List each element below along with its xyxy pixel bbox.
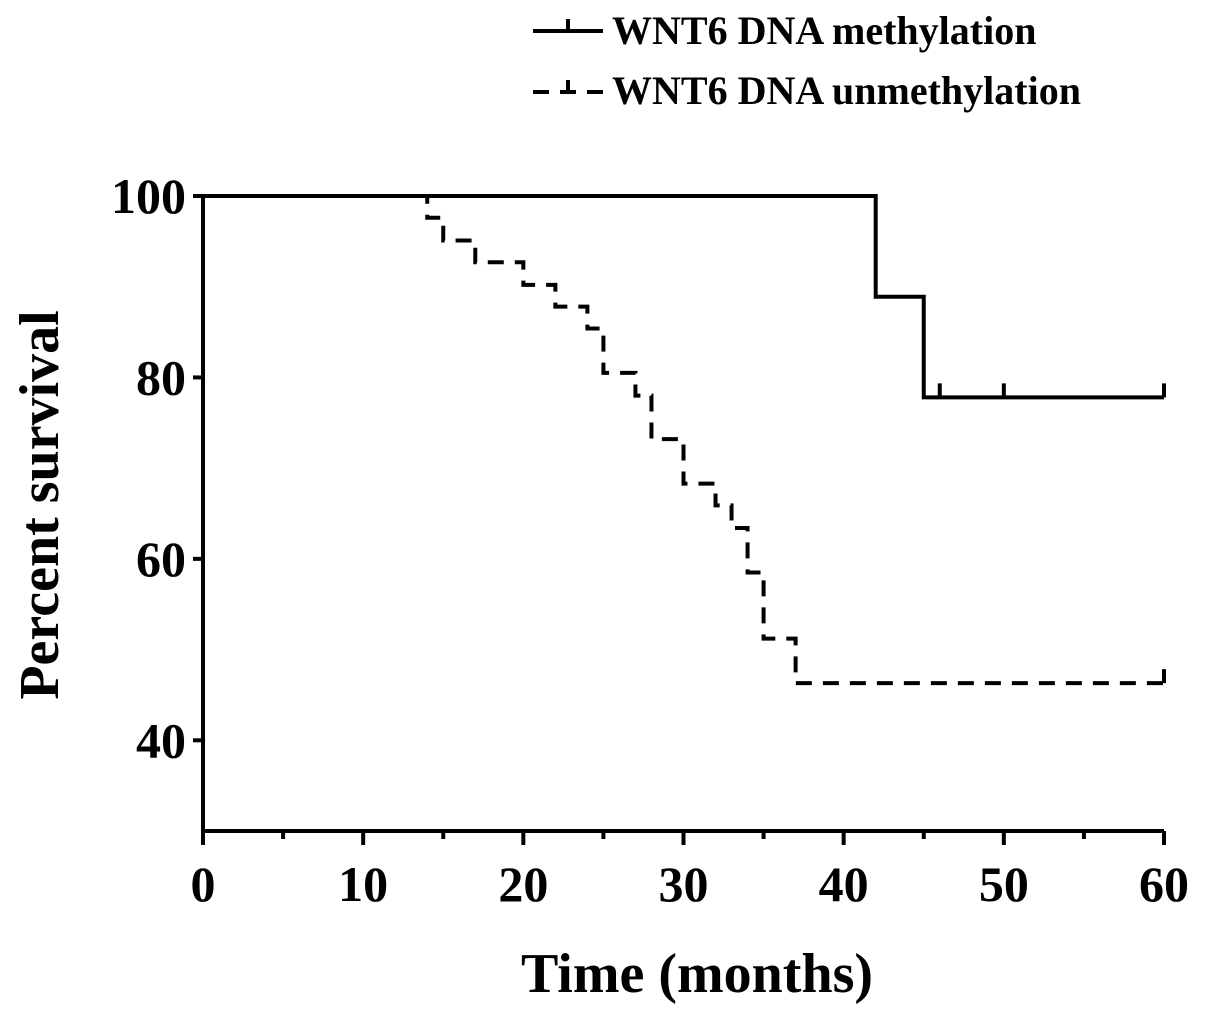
series-layer [203, 194, 1166, 686]
x-tick-label-50: 50 [979, 856, 1029, 912]
legend-entry-unmethylation: WNT6 DNA unmethylation [533, 68, 1081, 113]
series-line-unmethylation [203, 194, 1164, 686]
x-axis-title: Time (months) [521, 943, 873, 1005]
y-axis-title: Percent survival [9, 310, 71, 699]
axes: 40 60 80 100 0 10 20 30 40 50 60 [111, 168, 1189, 912]
y-tick-label-80: 80 [136, 349, 186, 405]
x-tick-label-60: 60 [1139, 856, 1189, 912]
x-tick-label-0: 0 [191, 856, 216, 912]
legend-entry-methylation: WNT6 DNA methylation [533, 8, 1036, 53]
x-tick-label-10: 10 [338, 856, 388, 912]
legend-label-methylation: WNT6 DNA methylation [612, 8, 1036, 53]
x-tick-label-30: 30 [659, 856, 709, 912]
y-tick-label-100: 100 [111, 168, 186, 224]
series-line-methylation [203, 194, 1164, 400]
x-tick-label-40: 40 [819, 856, 869, 912]
legend: WNT6 DNA methylation WNT6 DNA unmethylat… [533, 8, 1081, 113]
legend-label-unmethylation: WNT6 DNA unmethylation [612, 68, 1081, 113]
y-tick-label-60: 60 [136, 531, 186, 587]
x-tick-label-20: 20 [498, 856, 548, 912]
y-tick-label-40: 40 [136, 712, 186, 768]
